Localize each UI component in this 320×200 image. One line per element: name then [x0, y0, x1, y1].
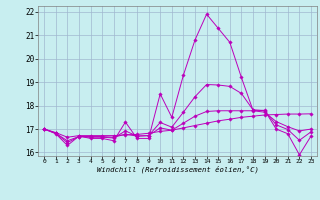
- X-axis label: Windchill (Refroidissement éolien,°C): Windchill (Refroidissement éolien,°C): [97, 166, 259, 173]
